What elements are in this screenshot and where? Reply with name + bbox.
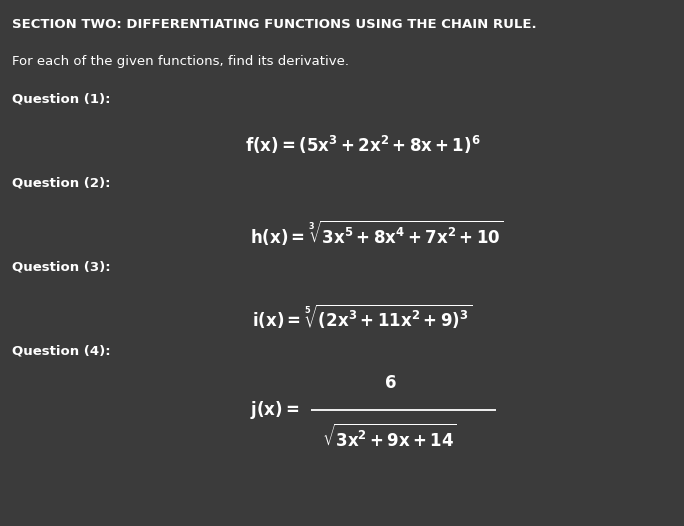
- Text: $\mathbf{h(x) = \sqrt[3]{3x^5 + 8x^4 + 7x^2 + 10}}$: $\mathbf{h(x) = \sqrt[3]{3x^5 + 8x^4 + 7…: [250, 218, 503, 247]
- Text: Question (1):: Question (1):: [12, 92, 111, 105]
- Text: $\mathbf{i(x) = \sqrt[5]{(2x^3 + 11x^2 + 9)^3}}$: $\mathbf{i(x) = \sqrt[5]{(2x^3 + 11x^2 +…: [252, 302, 473, 331]
- Text: For each of the given functions, find its derivative.: For each of the given functions, find it…: [12, 55, 350, 68]
- Text: $\mathbf{6}$: $\mathbf{6}$: [384, 374, 396, 392]
- Text: $\mathbf{f(x) = (5x^3 + 2x^2 + 8x + 1)^6}$: $\mathbf{f(x) = (5x^3 + 2x^2 + 8x + 1)^6…: [245, 134, 480, 156]
- Text: $\mathbf{j(x) =}$: $\mathbf{j(x) =}$: [250, 399, 299, 421]
- Text: Question (2):: Question (2):: [12, 176, 111, 189]
- Text: Question (4):: Question (4):: [12, 345, 111, 358]
- Text: $\mathbf{\sqrt{3x^2 + 9x + 14}}$: $\mathbf{\sqrt{3x^2 + 9x + 14}}$: [322, 424, 458, 451]
- Text: Question (3):: Question (3):: [12, 260, 111, 274]
- Text: SECTION TWO: DIFFERENTIATING FUNCTIONS USING THE CHAIN RULE.: SECTION TWO: DIFFERENTIATING FUNCTIONS U…: [12, 18, 537, 32]
